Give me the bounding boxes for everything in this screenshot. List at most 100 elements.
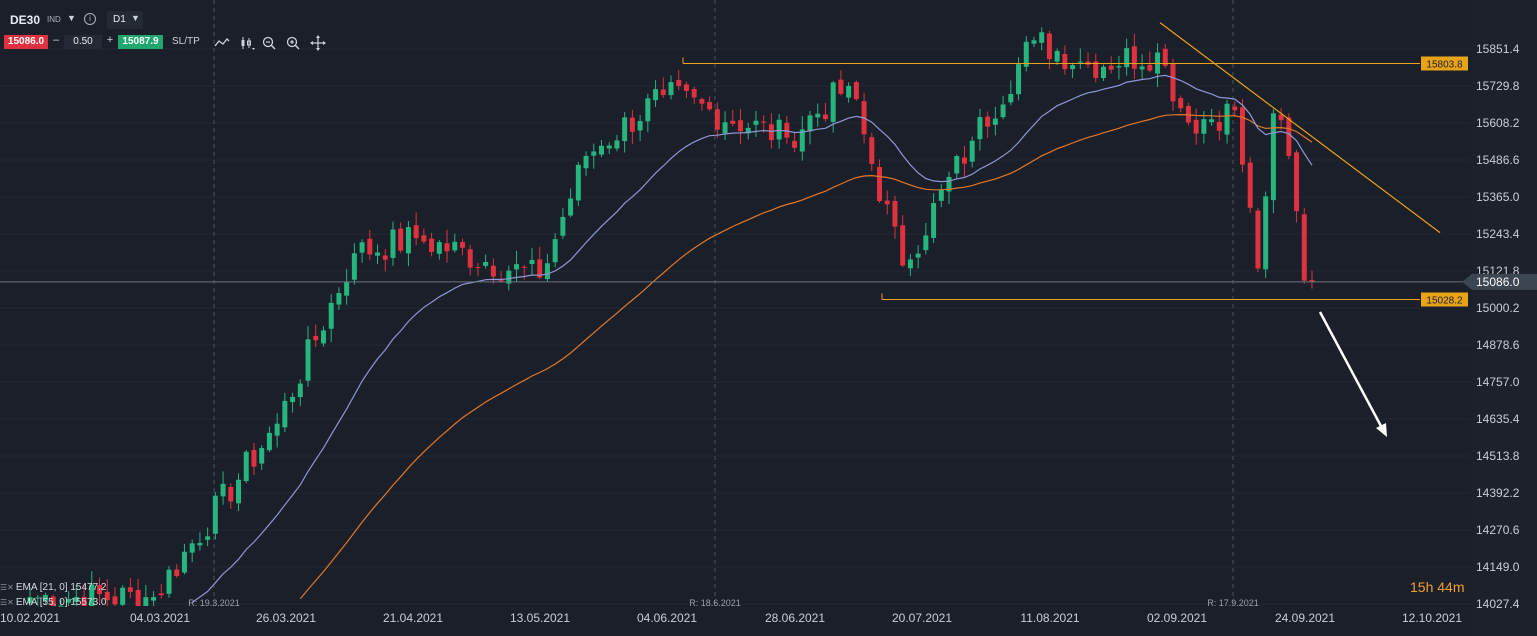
level-label-box [1421, 292, 1468, 307]
candle-body-up [405, 227, 411, 254]
quantity-input[interactable]: 0.50 [64, 35, 102, 49]
candle-body-up [89, 584, 95, 606]
legend-handle-icon[interactable]: ☰✕ [0, 583, 14, 592]
legend-ema55-label: EMA [55, 0] 15573.0 [15, 597, 107, 608]
candle-body-up [390, 229, 396, 258]
y-tick-label: 15729.8 [1476, 79, 1520, 93]
sell-price-button[interactable]: 15086.0 [4, 35, 48, 49]
candle-body-down [1216, 122, 1222, 131]
candle-body-down [413, 225, 419, 239]
symbol-dropdown-icon[interactable]: ▼ [67, 13, 76, 23]
legend-ema21: ☰✕ EMA [21, 0] 15477.2 [0, 582, 107, 593]
candle-body-up [598, 145, 604, 155]
legend-handle-icon[interactable]: ☰✕ [0, 598, 14, 607]
candle-body-down [660, 89, 666, 96]
buy-price-button[interactable]: 15087.9 [118, 35, 163, 49]
candle-body-up [560, 216, 566, 236]
candle-body-up [1263, 196, 1269, 270]
candle-body-up [745, 127, 751, 134]
candle-body-up [151, 597, 157, 601]
x-tick-label: 26.03.2021 [256, 611, 316, 625]
price-axis-panel [1472, 0, 1537, 636]
candle-body-up [938, 189, 944, 201]
x-tick-label: 12.10.2021 [1402, 611, 1462, 625]
candle-body-down [367, 238, 373, 255]
candle-body-down [900, 225, 906, 266]
sl-tp-button[interactable]: SL/TP [172, 36, 200, 47]
candle-body-up [344, 281, 350, 296]
info-icon[interactable]: i [84, 13, 96, 25]
candle-body-down [683, 84, 689, 92]
candle-body-down [313, 335, 319, 341]
y-tick-label: 14270.6 [1476, 523, 1520, 537]
decrease-quantity-button[interactable]: – [52, 34, 60, 46]
candles-icon[interactable] [239, 35, 255, 51]
candle-body-up [977, 117, 983, 140]
y-tick-label: 15608.2 [1476, 116, 1520, 130]
candle-body-down [1294, 152, 1300, 212]
candle-body-up [166, 569, 172, 594]
candle-body-up [35, 597, 41, 599]
candle-body-up [1008, 93, 1014, 103]
candle-body-up [830, 82, 836, 122]
candle-body-down [1131, 46, 1137, 69]
candle-body-down [251, 449, 257, 467]
candle-body-up [946, 176, 952, 192]
candle-body-down [1185, 105, 1191, 123]
candle-body-down [1301, 214, 1307, 281]
candle-body-down [884, 200, 890, 205]
candle-body-up [931, 203, 937, 238]
candle-body-down [81, 596, 87, 606]
candle-body-up [58, 605, 64, 607]
y-tick-label: 15000.2 [1476, 301, 1520, 315]
candle-body-up [653, 89, 659, 101]
line-chart-icon[interactable] [214, 35, 230, 51]
candle-body-up [583, 155, 589, 169]
candle-body-up [846, 85, 852, 98]
candle-body-down [228, 486, 234, 502]
y-tick-label: 15243.4 [1476, 227, 1520, 241]
candle-body-down [104, 591, 110, 601]
candle-body-up [375, 252, 381, 256]
candle-body-up [1070, 65, 1076, 70]
candle-body-down [498, 280, 504, 282]
candle-body-down [475, 267, 481, 269]
candle-body-down [877, 167, 883, 202]
crosshair-icon[interactable] [310, 35, 326, 51]
legend-ema55: ☰✕ EMA [55, 0] 15573.0 [0, 597, 107, 608]
candle-body-down [1108, 65, 1114, 70]
chevron-down-icon: ▼ [131, 13, 140, 23]
timeframe-select[interactable]: D1 ▼ [107, 11, 143, 29]
candle-body-up [1054, 50, 1060, 62]
projection-arrow-line [1318, 311, 1384, 429]
candle-body-down [838, 79, 844, 94]
candle-body-up [120, 587, 126, 605]
candle-body-up [568, 198, 574, 216]
candle-body-down [699, 99, 705, 104]
zoom-out-icon[interactable] [261, 35, 277, 51]
candle-body-up [992, 118, 998, 125]
candle-body-down [768, 124, 774, 141]
candle-body-up [282, 400, 288, 428]
candle-body-down [792, 140, 798, 148]
candle-body-up [606, 145, 612, 149]
candle-body-down [444, 243, 450, 252]
timeframe-label: D1 [113, 14, 126, 25]
candle-body-down [174, 569, 180, 577]
y-tick-label: 15365.0 [1476, 190, 1520, 204]
candle-body-down [869, 137, 875, 164]
candle-body-up [42, 595, 48, 601]
symbol-label[interactable]: DE30 [10, 13, 41, 27]
zoom-in-icon[interactable] [285, 35, 301, 51]
x-tick-label: 02.09.2021 [1147, 611, 1207, 625]
increase-quantity-button[interactable]: + [106, 34, 114, 46]
candle-body-down [1062, 54, 1068, 70]
y-tick-label: 15486.6 [1476, 153, 1520, 167]
candle-body-down [1278, 114, 1284, 121]
x-tick-label: 10.02.2021 [0, 611, 60, 625]
candle-body-down [97, 585, 103, 595]
candle-body-down [382, 255, 388, 260]
candle-body-up [336, 293, 342, 305]
